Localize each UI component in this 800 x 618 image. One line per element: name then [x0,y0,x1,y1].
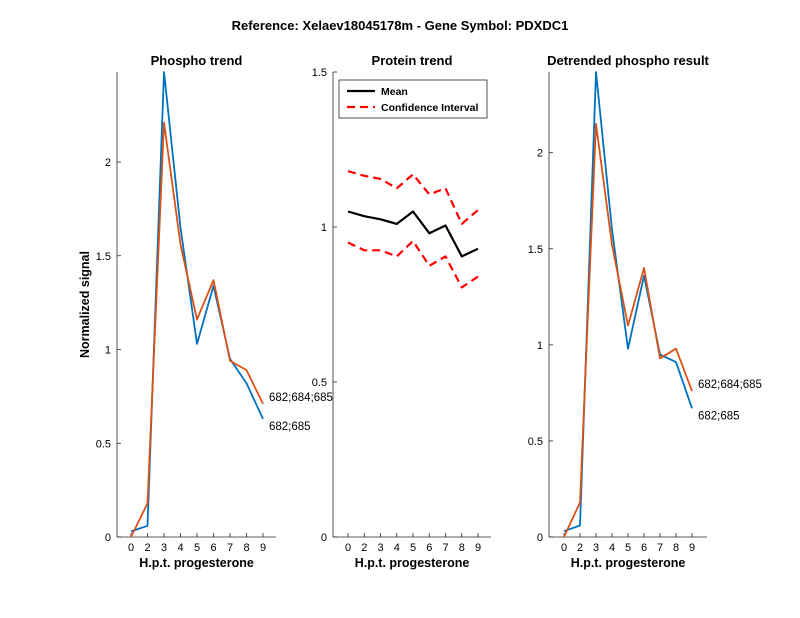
x-tick-label: 7 [227,542,233,554]
x-axis-label: H.p.t. progesterone [571,556,686,570]
y-tick-label: 1.5 [312,67,327,79]
y-tick-label: 0.5 [312,377,327,389]
panel-title: Phospho trend [151,53,243,68]
x-tick-label: 2 [144,542,150,554]
y-tick-label: 1 [537,340,543,352]
x-tick-label: 5 [194,542,200,554]
x-tick-label: 0 [561,542,567,554]
legend-box [338,79,488,119]
figure-title: Reference: Xelaev18045178m - Gene Symbol… [232,18,569,33]
x-tick-label: 4 [177,542,183,554]
x-tick-label: 3 [377,542,383,554]
y-tick-label: 0.5 [528,436,543,448]
series-line-2 [563,123,693,538]
y-axis-label: Normalized signal [78,251,92,358]
x-tick-label: 7 [442,542,448,554]
y-tick-label: 1 [321,222,327,234]
y-tick-label: 2 [105,157,111,169]
legend-label: Confidence Interval [381,102,479,114]
x-tick-label: 2 [361,542,367,554]
y-tick-label: 0.5 [96,438,111,450]
legend-label: Mean [381,86,408,98]
x-tick-label: 8 [673,542,679,554]
y-tick-label: 0 [537,532,543,544]
x-axis-label: H.p.t. progesterone [355,556,470,570]
x-tick-label: 2 [577,542,583,554]
series-line-3 [347,239,479,289]
x-tick-label: 6 [426,542,432,554]
x-tick-label: 9 [475,542,481,554]
panel-title: Protein trend [372,53,453,68]
x-tick-label: 9 [689,542,695,554]
series-line-1 [130,71,264,533]
x-axis-label: H.p.t. progesterone [139,556,254,570]
x-tick-label: 5 [410,542,416,554]
series-end-label: 682;684;685 [269,392,333,404]
series-line-1 [347,210,479,258]
y-tick-label: 0 [105,532,111,544]
y-tick-label: 1.5 [96,251,111,263]
x-tick-label: 0 [345,542,351,554]
y-tick-label: 1 [105,345,111,357]
x-tick-label: 0 [128,542,134,554]
x-tick-label: 6 [210,542,216,554]
y-tick-label: 0 [321,532,327,544]
x-tick-label: 8 [243,542,249,554]
series-end-label: 682;684;685 [698,379,762,391]
x-tick-label: 4 [394,542,400,554]
series-end-label: 682;685 [269,421,311,433]
x-tick-label: 3 [593,542,599,554]
y-tick-label: 1.5 [528,244,543,256]
x-tick-label: 5 [625,542,631,554]
x-tick-label: 7 [657,542,663,554]
x-tick-label: 9 [260,542,266,554]
x-tick-label: 4 [609,542,615,554]
y-tick-label: 2 [537,148,543,160]
series-line-1 [563,71,693,533]
x-tick-label: 3 [161,542,167,554]
x-tick-label: 6 [641,542,647,554]
series-line-2 [130,121,264,538]
panel-title: Detrended phospho result [547,53,709,68]
x-tick-label: 8 [459,542,465,554]
series-end-label: 682;685 [698,410,740,422]
